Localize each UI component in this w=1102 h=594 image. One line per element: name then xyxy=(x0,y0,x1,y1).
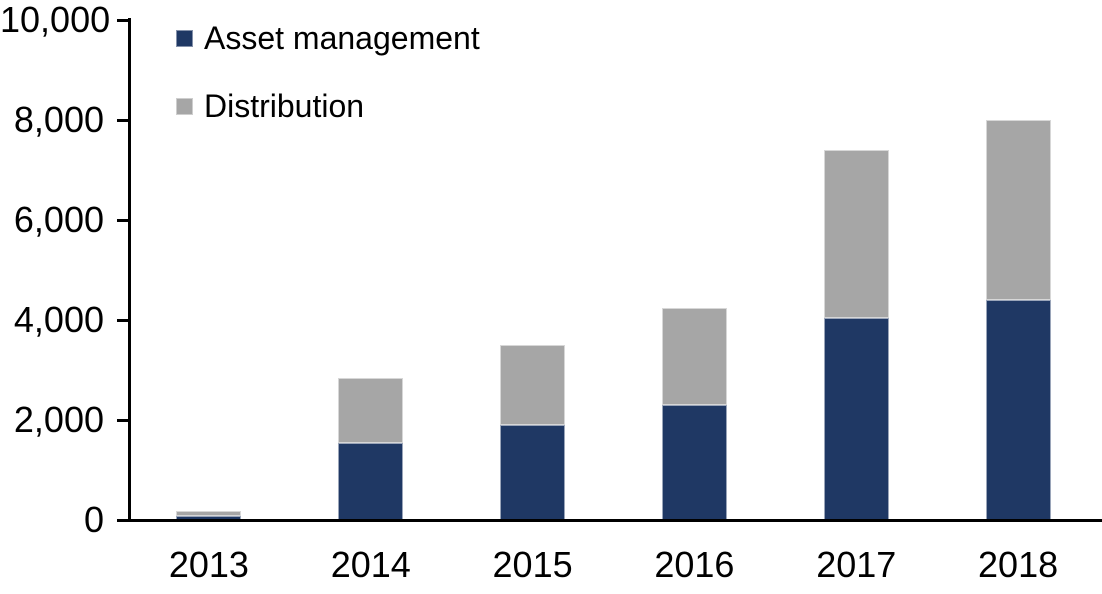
bar-2015 xyxy=(500,345,566,520)
legend-item-distribution: Distribution xyxy=(176,87,364,125)
legend-label-distribution: Distribution xyxy=(204,88,365,124)
legend-swatch-distribution xyxy=(176,97,193,115)
legend-swatch-asset-management xyxy=(176,29,193,47)
legend-label-asset-management: Asset management xyxy=(204,20,480,56)
x-axis-label: 2016 xyxy=(654,544,735,585)
bar-segment-distribution xyxy=(985,120,1051,300)
y-tick xyxy=(117,118,128,122)
legend-item-asset-management: Asset management xyxy=(176,19,480,57)
bar-segment-asset-management xyxy=(338,442,404,520)
x-axis-label: 2014 xyxy=(330,544,411,585)
bar-segment-asset-management xyxy=(661,405,727,520)
y-tick-label: 8,000 xyxy=(13,99,104,140)
bar-segment-distribution xyxy=(176,510,242,516)
bar-segment-distribution xyxy=(338,377,404,443)
y-tick xyxy=(117,418,128,422)
bar-2016 xyxy=(661,307,727,520)
y-tick-label: 10,000 xyxy=(0,0,111,40)
x-axis-label: 2015 xyxy=(492,544,573,585)
bar-2018 xyxy=(985,120,1051,520)
bar-2014 xyxy=(338,377,404,520)
y-tick-label: 2,000 xyxy=(13,399,104,440)
bar-segment-distribution xyxy=(661,307,727,405)
bar-segment-asset-management xyxy=(985,300,1051,520)
bar-2017 xyxy=(823,150,889,520)
bar-segment-distribution xyxy=(823,150,889,318)
y-axis-line xyxy=(128,18,131,522)
x-axis-line xyxy=(128,519,1102,522)
y-tick-label: 4,000 xyxy=(13,299,104,340)
bar-segment-asset-management xyxy=(500,425,566,520)
x-axis-label: 2017 xyxy=(816,544,897,585)
bar-segment-distribution xyxy=(500,345,566,425)
y-tick xyxy=(117,518,128,522)
y-tick xyxy=(117,18,128,22)
y-tick-label: 0 xyxy=(83,499,104,540)
x-axis-label: 2013 xyxy=(168,544,249,585)
x-axis-label: 2018 xyxy=(978,544,1059,585)
plot-area xyxy=(128,20,1099,520)
y-tick-label: 6,000 xyxy=(13,199,104,240)
bar-segment-asset-management xyxy=(823,317,889,520)
y-tick xyxy=(117,318,128,322)
y-tick xyxy=(117,218,128,222)
